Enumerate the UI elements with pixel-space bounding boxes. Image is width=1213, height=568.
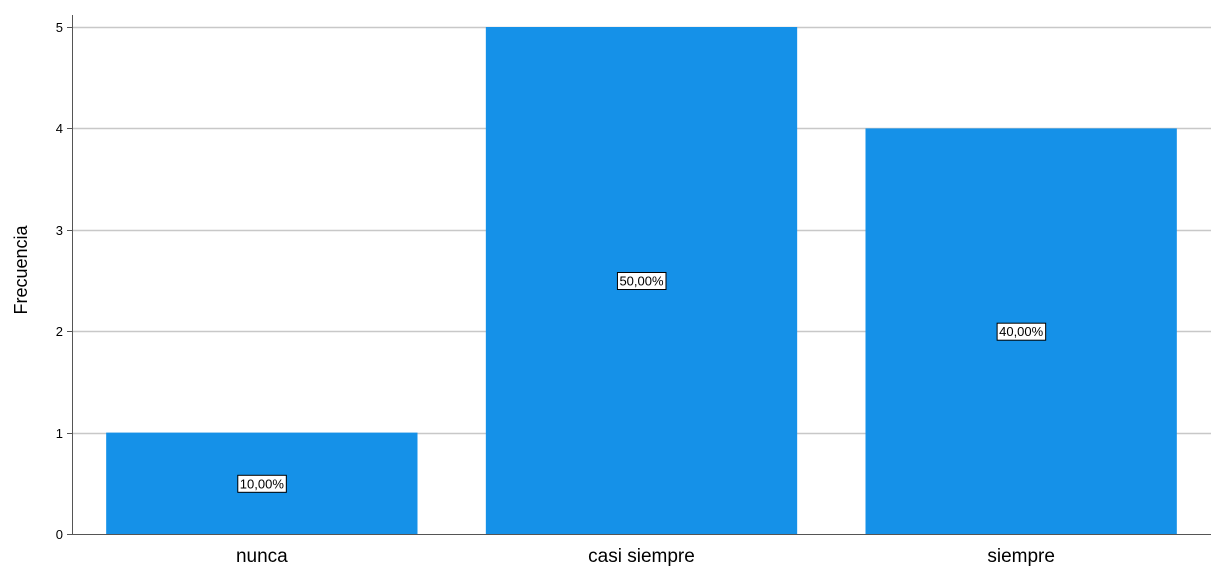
- y-tick-label: 5: [56, 20, 63, 35]
- data-label: 10,00%: [237, 474, 287, 493]
- data-label: 50,00%: [616, 272, 667, 290]
- y-tick-label: 2: [56, 324, 63, 339]
- data-labels: 10,00% 50,00% 40,00%: [237, 272, 1047, 493]
- data-label-text: 40,00%: [999, 324, 1044, 339]
- data-label-box: [616, 272, 667, 290]
- x-tick-label: casi siempre: [588, 546, 695, 567]
- y-tick-label: 0: [56, 527, 63, 542]
- data-label-text: 50,00%: [619, 274, 664, 289]
- data-label-text: 10,00%: [240, 476, 285, 491]
- axes: 0 1 2 3 4 5 nunca casi siempre siempre: [56, 15, 1211, 567]
- y-tick-label: 1: [56, 426, 63, 441]
- y-tick-label: 4: [56, 121, 63, 136]
- data-label-box: [996, 322, 1047, 341]
- data-label: 40,00%: [996, 322, 1047, 341]
- y-tick-label: 3: [56, 223, 63, 238]
- x-tick-label: nunca: [236, 546, 288, 567]
- y-axis-title: Frecuencia: [11, 224, 31, 314]
- data-label-box: [237, 474, 287, 493]
- x-tick-label: siempre: [987, 546, 1055, 567]
